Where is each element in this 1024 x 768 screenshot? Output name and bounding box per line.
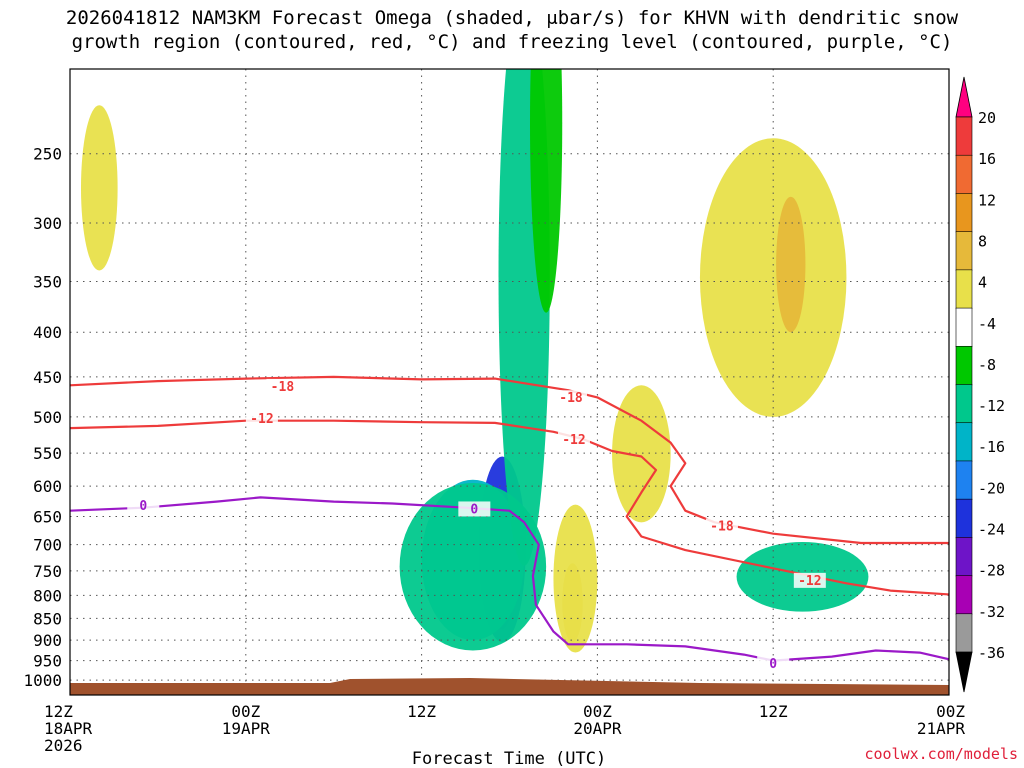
y-tick-950: 950 (33, 652, 62, 671)
contour-label-dgz-minus18: -18 (271, 380, 295, 395)
shade-sinking-upper-e-core (776, 196, 806, 333)
y-tick-650: 650 (33, 508, 62, 527)
x-tick-label: 19APR (222, 719, 271, 738)
contour-label-bg (266, 378, 299, 394)
y-tick-800: 800 (33, 586, 62, 605)
colorbar-segment (955, 154, 973, 195)
colorbar-segment (955, 345, 973, 386)
colorbar-segment (955, 422, 973, 462)
chart-title-line-2: growth region (contoured, red, °C) and f… (72, 31, 953, 53)
contour-label-dgz-minus18: -18 (559, 391, 583, 406)
contour-label-freezing-level: 0 (769, 657, 777, 672)
x-tick-label: 21APR (917, 719, 966, 738)
y-tick-550: 550 (33, 444, 62, 463)
contour-dgz-minus12 (70, 419, 949, 596)
colorbar-label: 20 (978, 109, 996, 127)
colorbar-segment (955, 116, 973, 157)
x-tick-label: 18APR (44, 719, 93, 738)
colorbar-label: -24 (978, 521, 1005, 539)
colorbar-label: 16 (978, 150, 996, 168)
x-tick-label: 00Z (936, 702, 965, 721)
shade-upward-cap (530, 69, 563, 313)
chart-title-line-1: 2026041812 NAM3KM Forecast Omega (shaded… (66, 7, 959, 29)
colorbar-segment (955, 269, 973, 309)
plot-frame (69, 68, 950, 696)
y-tick-500: 500 (33, 408, 62, 427)
contour-label-bg (793, 572, 826, 588)
shade-upward-outer (399, 482, 547, 651)
colorbar-segment (955, 613, 973, 653)
colorbar: 20 16 12 8 4 -4 -8 -12 -16 -20 -24 -28 -32 -36 (955, 76, 1005, 693)
contour-label-bg (557, 431, 590, 447)
contour-freezing-level (70, 496, 949, 662)
contour-label-bg (757, 655, 790, 671)
shade-sinking-column-e (612, 385, 671, 523)
ground-surface (70, 678, 949, 695)
contour-label-dgz-minus12: -12 (562, 433, 585, 448)
colorbar-label: -4 (978, 315, 996, 333)
colorbar-segment (955, 460, 973, 500)
colorbar-label: -16 (978, 438, 1005, 456)
colorbar-label: -20 (978, 479, 1005, 497)
contour-label-dgz-minus18: -18 (710, 519, 734, 534)
colorbar-label: 12 (978, 191, 996, 209)
x-axis-label: Forecast Time (UTC) (412, 749, 606, 768)
shade-sinking-main (553, 504, 598, 653)
colorbar-segment (955, 384, 973, 424)
contour-label-bg (245, 411, 278, 427)
x-tick-label: 12Z (759, 702, 788, 721)
colorbar-top-arrow (955, 76, 973, 118)
contour-label-dgz-minus12: -12 (250, 412, 273, 427)
contours: -18 -18 -18 -12 -12 -12 0 0 0 (70, 375, 949, 672)
colorbar-label: -12 (978, 397, 1005, 415)
colorbar-label: -28 (978, 562, 1005, 580)
colorbar-segment (955, 575, 973, 615)
y-tick-300: 300 (33, 214, 62, 233)
x-tick-label: 12Z (44, 702, 73, 721)
x-tick-label: 00Z (231, 702, 260, 721)
contour-label-dgz-minus12: -12 (798, 574, 821, 589)
colorbar-segment (955, 231, 973, 271)
y-tick-900: 900 (33, 631, 62, 650)
colorbar-segment (955, 498, 973, 539)
y-tick-400: 400 (33, 323, 62, 342)
y-tick-450: 450 (33, 368, 62, 387)
y-tick-350: 350 (33, 272, 62, 291)
colorbar-segment (955, 307, 973, 348)
y-tick-700: 700 (33, 536, 62, 555)
contour-label-bg (555, 390, 588, 406)
x-tick-label: 20APR (573, 719, 622, 738)
y-tick-600: 600 (33, 477, 62, 496)
colorbar-label: 8 (978, 232, 987, 250)
colorbar-bottom-arrow (955, 651, 973, 693)
y-tick-1000: 1000 (23, 671, 62, 690)
colorbar-label: -32 (978, 603, 1005, 621)
y-tick-750: 750 (33, 562, 62, 581)
credit-text: coolwx.com/models (864, 745, 1018, 763)
colorbar-label: 4 (978, 274, 987, 292)
shade-sinking-early (80, 105, 118, 271)
colorbar-label: -36 (978, 644, 1005, 662)
contour-label-bg (705, 518, 738, 534)
x-tick-label: 00Z (583, 702, 612, 721)
colorbar-segment (955, 193, 973, 233)
colorbar-label: -8 (978, 356, 996, 374)
y-axis-ticks: 250 300 350 400 450 500 550 600 650 700 750 800 850 9… (23, 145, 62, 690)
y-tick-250: 250 (33, 145, 62, 164)
x-tick-label: 2026 (44, 736, 83, 755)
contour-label-freezing-level: 0 (470, 502, 478, 517)
colorbar-segment (955, 537, 973, 577)
contour-label-freezing-level: 0 (139, 499, 147, 514)
contour-label-bg (127, 497, 160, 513)
y-tick-850: 850 (33, 609, 62, 628)
contour-label-bg (458, 501, 491, 517)
x-tick-label: 12Z (407, 702, 436, 721)
